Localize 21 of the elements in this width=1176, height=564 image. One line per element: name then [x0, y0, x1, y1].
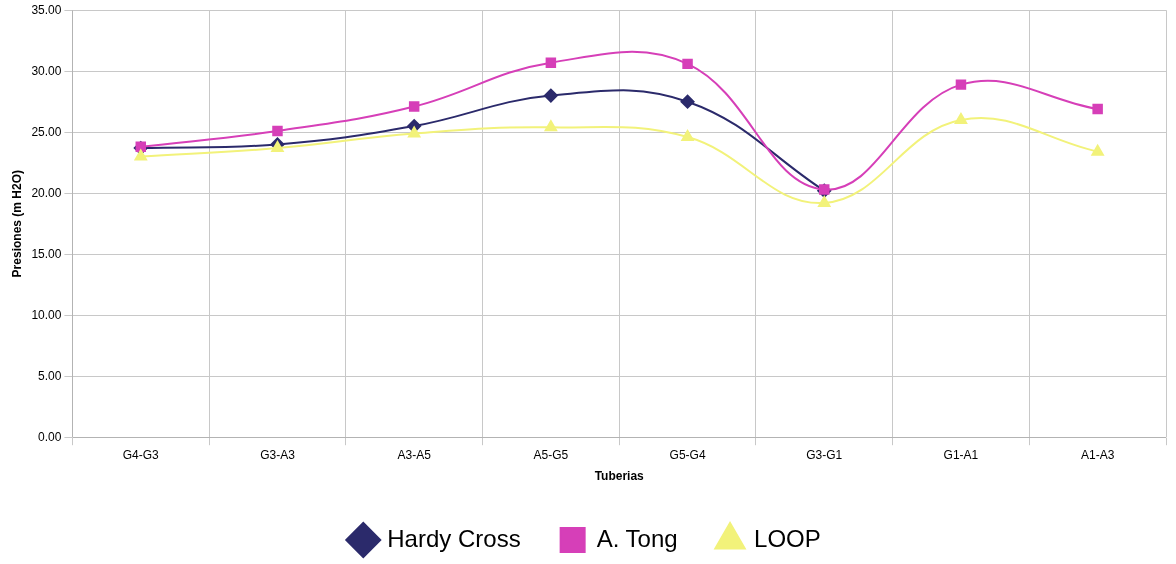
y-tick-label: 30.00 — [31, 63, 62, 78]
y-tick-label: 5.00 — [38, 368, 62, 383]
y-tick-label: 0.00 — [38, 429, 62, 444]
x-tick-label: A1-A3 — [1080, 447, 1115, 462]
legend-label: LOOP — [754, 524, 821, 552]
x-tick-label: G5-G4 — [669, 447, 706, 462]
x-axis-title: Tuberias — [594, 469, 645, 484]
x-tick-label: G3-G1 — [806, 447, 843, 462]
y-tick-label: 35.00 — [31, 2, 62, 17]
x-tick-label: G4-G3 — [122, 447, 160, 462]
x-tick-label: G1-A1 — [943, 447, 979, 462]
x-tick-label: A3-A5 — [397, 447, 432, 462]
legend-label: Hardy Cross — [387, 524, 521, 552]
x-tick-label: G3-A3 — [260, 447, 296, 462]
y-axis-title: Presiones (m H2O) — [9, 170, 24, 278]
x-tick-label: A5-G5 — [533, 447, 569, 462]
y-tick-label: 20.00 — [31, 185, 62, 200]
y-tick-label: 10.00 — [31, 307, 62, 322]
y-tick-label: 25.00 — [31, 124, 62, 139]
y-tick-label: 15.00 — [31, 246, 62, 261]
legend-label: A. Tong — [596, 524, 678, 552]
